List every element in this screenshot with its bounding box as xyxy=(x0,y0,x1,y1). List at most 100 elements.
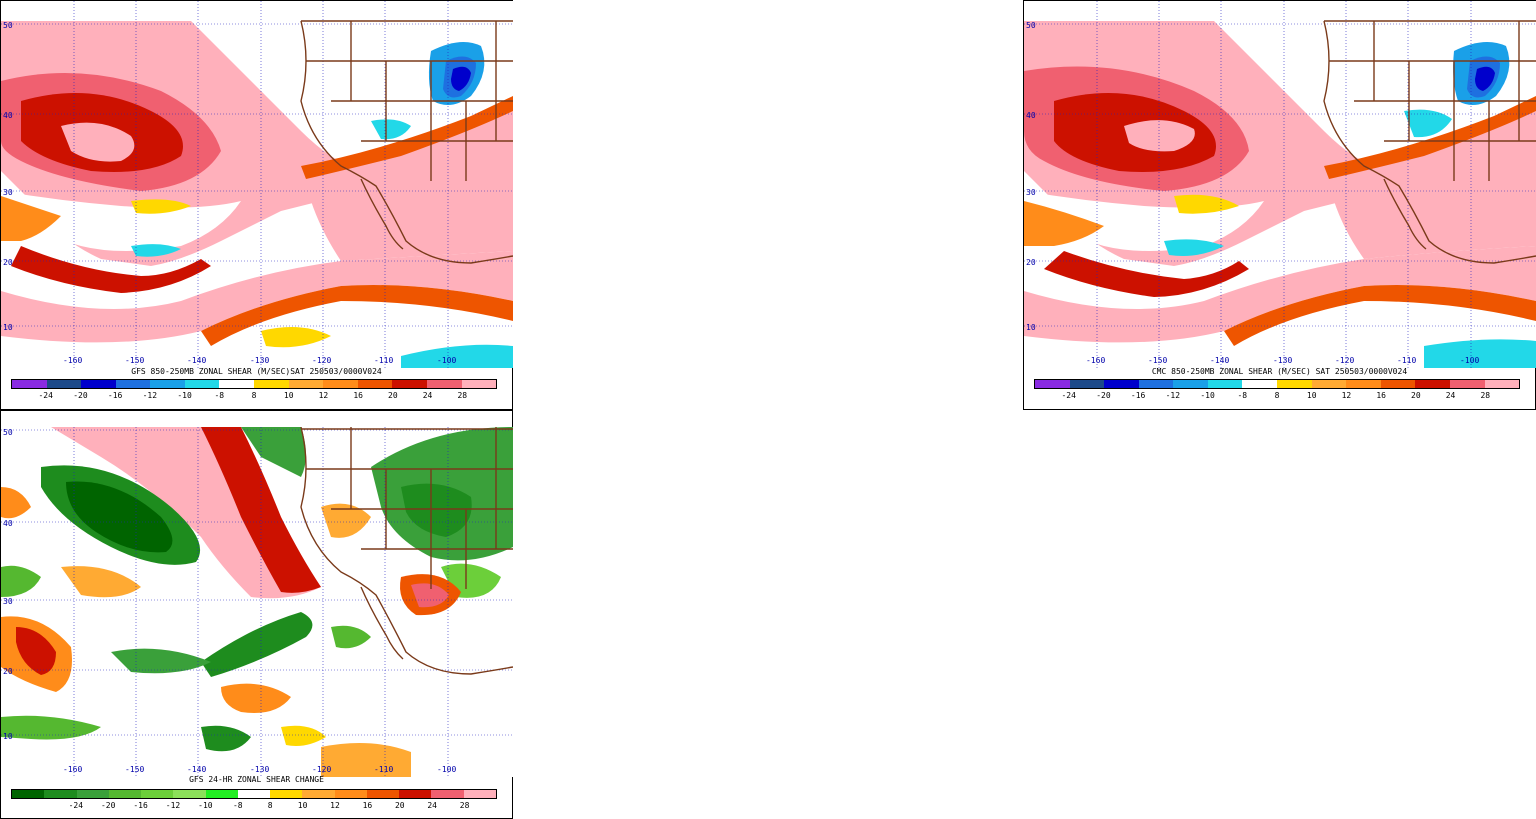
scale-label: 20 xyxy=(388,391,398,400)
scale-label: -8 xyxy=(232,801,243,810)
lat-tick-30: 30 xyxy=(3,597,13,606)
lon-tick-120: -120 xyxy=(312,356,331,365)
scale-label: 24 xyxy=(422,391,433,400)
scale-label: 10 xyxy=(283,391,294,400)
cmc-scale-labels: -24 -20 -16 -12 -10 -8 8 10 12 16 20 24 28 xyxy=(1034,391,1520,401)
scale-label: 10 xyxy=(1306,391,1317,400)
lon-tick-140: -140 xyxy=(1210,356,1229,365)
scale-label: 20 xyxy=(394,801,405,810)
cmc-shear-caption: CMC 850-250MB ZONAL SHEAR (M/SEC) SAT 25… xyxy=(1151,367,1408,376)
lon-tick-120: -120 xyxy=(1335,356,1354,365)
scale-swatch xyxy=(1346,380,1381,388)
scale-swatch xyxy=(44,790,77,798)
gfs-shear-map: 50 40 30 20 10 -160 -150 -140 -130 -120 … xyxy=(1,1,513,368)
scale-swatch xyxy=(76,790,109,798)
scale-label: 24 xyxy=(1445,391,1456,400)
scale-swatch xyxy=(399,790,432,798)
scale-swatch xyxy=(1484,380,1520,388)
scale-label: 16 xyxy=(353,391,363,400)
scale-swatch xyxy=(108,790,142,798)
scale-label: -20 xyxy=(73,391,88,400)
scale-label: -20 xyxy=(100,801,116,810)
scale-label: -8 xyxy=(1237,391,1248,400)
lon-tick-140: -140 xyxy=(187,765,206,774)
lon-tick-130: -130 xyxy=(250,765,269,774)
scale-label: -10 xyxy=(177,391,192,400)
scale-swatch xyxy=(12,790,45,798)
scale-label: -24 xyxy=(68,801,84,810)
gfs-change-caption: GFS 24-HR ZONAL SHEAR CHANGE xyxy=(189,775,324,784)
scale-swatch xyxy=(288,380,324,388)
scale-label: 24 xyxy=(427,801,438,810)
lat-tick-50: 50 xyxy=(1026,21,1036,30)
scale-label: 8 xyxy=(251,391,257,400)
lat-tick-40: 40 xyxy=(1026,111,1036,120)
lon-tick-140: -140 xyxy=(187,356,206,365)
scale-swatch xyxy=(302,790,335,798)
lon-tick-110: -110 xyxy=(374,356,393,365)
cmc-shear-map: 50 40 30 20 10 -160 -150 -140 -130 -120 … xyxy=(1024,1,1536,368)
scale-label: 8 xyxy=(1274,391,1280,400)
scale-label: -10 xyxy=(198,801,213,810)
scale-label: -16 xyxy=(1130,391,1146,400)
scale-swatch xyxy=(1138,380,1174,388)
lat-tick-50: 50 xyxy=(3,428,13,437)
scale-label: -24 xyxy=(1061,391,1076,400)
lat-tick-20: 20 xyxy=(3,667,13,676)
lat-tick-50: 50 xyxy=(3,21,13,30)
gfs-shear-panel: 50 40 30 20 10 -160 -150 -140 -130 -120 … xyxy=(0,0,513,410)
scale-swatch xyxy=(12,380,47,388)
lat-tick-30: 30 xyxy=(1026,188,1036,197)
scale-swatch xyxy=(1415,380,1450,388)
scale-label: -12 xyxy=(165,801,181,810)
scale-label: -20 xyxy=(1096,391,1111,400)
scale-swatch xyxy=(392,380,427,388)
lat-tick-10: 10 xyxy=(3,732,13,741)
scale-swatch xyxy=(1104,380,1139,388)
scale-label: 12 xyxy=(1341,391,1352,400)
lat-tick-10: 10 xyxy=(3,323,13,332)
scale-label: 16 xyxy=(1376,391,1386,400)
scale-swatch xyxy=(1207,380,1243,388)
scale-swatch xyxy=(205,790,238,798)
lat-tick-10: 10 xyxy=(1026,323,1036,332)
scale-swatch xyxy=(463,790,496,798)
lat-tick-30: 30 xyxy=(3,188,13,197)
scale-swatch xyxy=(141,790,174,798)
scale-label: 20 xyxy=(1411,391,1421,400)
lon-tick-130: -130 xyxy=(1273,356,1292,365)
lon-tick-110: -110 xyxy=(1397,356,1416,365)
lat-tick-40: 40 xyxy=(3,519,13,528)
lon-tick-150: -150 xyxy=(125,356,144,365)
lon-tick-160: -160 xyxy=(63,765,82,774)
gfs-scale-labels: -24 -20 -16 -12 -10 -8 8 10 12 16 20 24 28 xyxy=(11,391,497,401)
scale-label: 10 xyxy=(297,801,308,810)
scale-label: 28 xyxy=(457,391,468,400)
scale-label: -12 xyxy=(142,391,158,400)
scale-swatch xyxy=(1311,380,1347,388)
scale-swatch xyxy=(115,380,151,388)
gfs-change-panel: 50 40 30 20 10 -160 -150 -140 -130 -120 … xyxy=(0,410,513,819)
scale-label: 8 xyxy=(267,801,273,810)
scale-label: 12 xyxy=(318,391,329,400)
cmc-shear-panel: 50 40 30 20 10 -160 -150 -140 -130 -120 … xyxy=(1023,0,1536,410)
lon-tick-130: -130 xyxy=(250,356,269,365)
scale-swatch xyxy=(1242,380,1278,388)
scale-swatch xyxy=(431,790,464,798)
scale-swatch xyxy=(1277,380,1312,388)
scale-swatch xyxy=(81,380,116,388)
lat-tick-20: 20 xyxy=(3,258,13,267)
scale-swatch xyxy=(323,380,358,388)
scale-swatch xyxy=(1173,380,1208,388)
scale-swatch xyxy=(219,380,255,388)
cmc-color-scale xyxy=(1034,379,1520,389)
lon-tick-150: -150 xyxy=(125,765,144,774)
scale-swatch xyxy=(1035,380,1070,388)
scale-swatch xyxy=(461,380,497,388)
scale-label: -16 xyxy=(107,391,123,400)
scale-swatch xyxy=(1449,380,1485,388)
scale-swatch xyxy=(173,790,206,798)
scale-label: -10 xyxy=(1200,391,1215,400)
gfs-color-scale xyxy=(11,379,497,389)
change-scale-labels: -24 -20 -16 -12 -10 -8 8 10 12 16 20 24 28 xyxy=(11,801,497,811)
